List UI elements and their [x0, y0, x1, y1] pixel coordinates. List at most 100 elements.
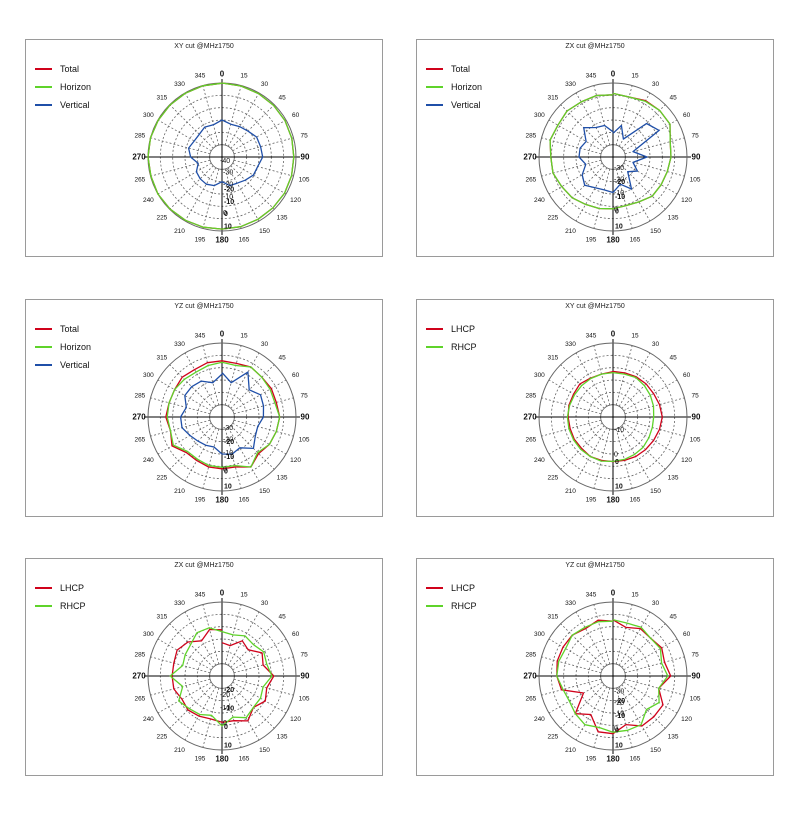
- angle-label: 195: [195, 237, 206, 244]
- grid-spoke: [541, 159, 602, 177]
- grid-spoke: [541, 656, 602, 674]
- legend-swatch: [426, 605, 443, 607]
- grid-spoke: [541, 678, 602, 696]
- axis-value-label: 0: [224, 724, 228, 731]
- grid-spoke: [593, 345, 611, 406]
- angle-label: 330: [174, 600, 185, 607]
- legend-swatch: [35, 86, 52, 88]
- angle-label: 265: [134, 436, 145, 443]
- grid-spoke: [624, 397, 685, 415]
- angle-label: 180: [215, 496, 229, 505]
- angle-label: 240: [534, 716, 545, 723]
- angle-label: 90: [692, 672, 701, 681]
- grid-spoke: [150, 419, 211, 437]
- chart-panel-6: YZ cut @MHz1750 LHCP RHCP 0 15 30 45 60 75 90 105 1…: [416, 558, 774, 776]
- angle-label: 285: [525, 393, 536, 400]
- angle-label: 265: [525, 176, 536, 183]
- polar-grid: [535, 598, 691, 754]
- grid-spoke: [150, 656, 211, 674]
- angle-label: 345: [586, 591, 597, 598]
- angle-label: 105: [299, 695, 310, 702]
- legend-label: LHCP: [60, 583, 85, 593]
- angle-label: 180: [606, 496, 620, 505]
- ring-value-label: -10: [223, 194, 233, 201]
- grid-spoke: [593, 168, 611, 229]
- polar-plot: 0 15 30 45 60 75 90 105 120 135 150 165 180 195 210 225…: [523, 330, 701, 505]
- ring-value-label: 0: [223, 720, 227, 727]
- axis-value-label: -20: [224, 187, 234, 194]
- angle-label: 75: [691, 652, 699, 659]
- angle-label: 150: [259, 747, 270, 754]
- legend-item: Total: [35, 60, 91, 78]
- angle-label: 225: [547, 734, 558, 741]
- legend-label: Horizon: [60, 82, 92, 92]
- angle-label: 240: [143, 716, 154, 723]
- angle-label: 270: [523, 672, 537, 681]
- legend-swatch: [426, 346, 443, 348]
- angle-label: 30: [261, 341, 269, 348]
- legend-label: Total: [60, 64, 80, 74]
- angle-label: 45: [278, 613, 286, 620]
- angle-label: 0: [611, 70, 616, 79]
- angle-label: 330: [565, 81, 576, 88]
- angle-label: 120: [290, 197, 301, 204]
- legend-swatch: [35, 68, 52, 70]
- angle-label: 150: [259, 488, 270, 495]
- series-line: [578, 122, 660, 194]
- angle-label: 60: [292, 372, 300, 379]
- legend: Total Horizon Vertical: [35, 60, 91, 114]
- angle-label: 135: [668, 215, 679, 222]
- angle-label: 270: [523, 153, 537, 162]
- angle-label: 120: [290, 457, 301, 464]
- angle-label: 75: [300, 652, 308, 659]
- angle-label: 330: [174, 81, 185, 88]
- grid-spoke: [224, 345, 242, 406]
- angle-label: 195: [586, 756, 597, 763]
- angle-label: 120: [290, 716, 301, 723]
- angle-label: 225: [156, 215, 167, 222]
- legend-label: Horizon: [451, 82, 483, 92]
- legend-swatch: [35, 364, 52, 366]
- legend-item: LHCP: [35, 579, 86, 597]
- grid-spoke: [202, 345, 220, 406]
- angle-label: 105: [299, 436, 310, 443]
- legend-swatch: [35, 328, 52, 330]
- series-line: [549, 92, 672, 210]
- series-line: [187, 119, 264, 187]
- legend-swatch: [426, 104, 443, 106]
- grid-spoke: [624, 419, 685, 437]
- angle-label: 120: [681, 457, 692, 464]
- series-line: [166, 361, 281, 468]
- angle-label: 345: [195, 591, 206, 598]
- angle-label: 180: [215, 755, 229, 764]
- legend-swatch: [426, 587, 443, 589]
- grid-spoke: [233, 137, 294, 155]
- angle-label: 30: [261, 81, 269, 88]
- angle-label: 210: [174, 228, 185, 235]
- angle-label: 15: [631, 72, 639, 79]
- axis-value-label: -20: [224, 439, 234, 446]
- ring-value-label: -30: [614, 688, 624, 695]
- legend-label: Total: [60, 324, 80, 334]
- legend-label: RHCP: [451, 601, 477, 611]
- angle-label: 165: [630, 237, 641, 244]
- polar-plot: 0 15 30 45 60 75 90 105 120 135 150 165 180 195 210 225…: [523, 70, 701, 245]
- legend-label: RHCP: [451, 342, 477, 352]
- angle-label: 315: [547, 613, 558, 620]
- legend-item: RHCP: [426, 597, 477, 615]
- grid-spoke: [230, 165, 275, 210]
- grid-spoke: [150, 397, 211, 415]
- angle-label: 0: [220, 330, 225, 339]
- axis-value-label: -10: [224, 454, 234, 461]
- grid-spoke: [169, 165, 214, 210]
- angle-label: 60: [292, 112, 300, 119]
- outer-ring: [538, 342, 688, 492]
- angle-label: 105: [299, 176, 310, 183]
- grid-spoke: [593, 604, 611, 665]
- angle-label: 240: [143, 457, 154, 464]
- angle-label: 210: [174, 747, 185, 754]
- angle-label: 300: [534, 372, 545, 379]
- grid-spoke: [624, 656, 685, 674]
- grid-spoke: [615, 604, 633, 665]
- polar-plot: 0 15 30 45 60 75 90 105 120 135 150 165 180 195 210 225…: [523, 589, 701, 764]
